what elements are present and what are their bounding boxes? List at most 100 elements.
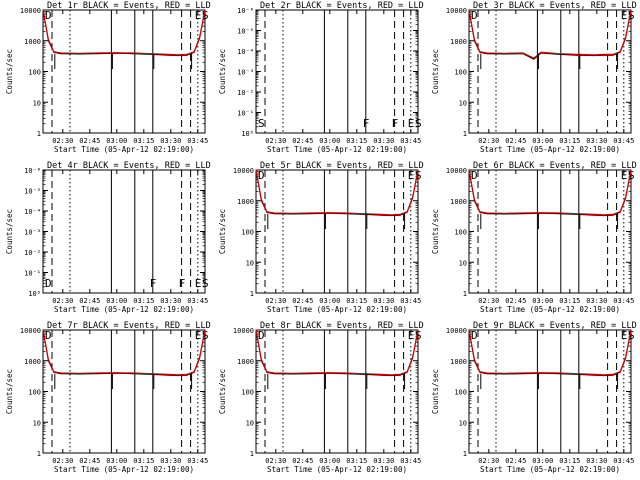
flag-letter: F: [150, 277, 157, 290]
flag-letter: D: [258, 169, 265, 182]
x-tick-label: 02:45: [79, 297, 100, 305]
y-tick-label: 1: [250, 450, 254, 458]
lld-series-line: [255, 329, 419, 376]
y-axis-label: Counts/sec: [218, 369, 227, 414]
x-tick-label: 03:00: [532, 457, 553, 465]
x-tick-label: 03:30: [160, 137, 181, 145]
flag-letter: S: [415, 329, 422, 342]
y-tick-label: 10⁻¹: [237, 110, 254, 118]
flag-letter: S: [415, 169, 422, 182]
y-tick-label: 1000: [450, 358, 467, 366]
y-tick-label: 100: [28, 389, 41, 397]
plot-frame: [468, 329, 632, 454]
y-tick-label: 1: [463, 450, 467, 458]
lld-series-line: [42, 9, 206, 56]
lld-series-line: [255, 169, 419, 216]
y-axis-label: Counts/sec: [5, 209, 14, 254]
panel-title: Det 2r BLACK = Events, RED = LLD: [260, 1, 424, 11]
y-tick-label: 1: [463, 290, 467, 298]
panel-title: Det 6r BLACK = Events, RED = LLD: [473, 161, 637, 171]
x-tick-label: 03:45: [613, 137, 634, 145]
y-tick-label: 10000: [446, 327, 467, 335]
x-tick-label: 03:30: [160, 297, 181, 305]
y-axis-label: Counts/sec: [431, 369, 440, 414]
y-tick-label: 1000: [450, 198, 467, 206]
lld-series-line: [42, 329, 206, 376]
x-axis-label: Start Time (05-Apr-12 02:19:00): [267, 305, 407, 314]
y-tick-label: 10000: [20, 327, 41, 335]
y-tick-label: 1000: [24, 358, 41, 366]
x-tick-label: 03:45: [400, 457, 421, 465]
x-tick-label: 02:45: [79, 457, 100, 465]
y-tick-label: 10: [246, 259, 254, 267]
x-tick-label: 03:15: [133, 297, 154, 305]
x-tick-label: 02:30: [52, 297, 73, 305]
flag-letter: D: [471, 9, 478, 22]
y-tick-label: 10⁻²: [237, 89, 254, 97]
y-tick-label: 10000: [233, 167, 254, 175]
y-axis-label: Counts/sec: [431, 209, 440, 254]
plot-frame: [468, 169, 632, 294]
y-tick-label: 10⁰: [241, 130, 254, 138]
events-series-line: [468, 169, 632, 217]
x-axis-label: Start Time (05-Apr-12 02:19:00): [54, 465, 194, 474]
events-series-line: [255, 169, 419, 217]
plot-frame: [255, 169, 419, 294]
x-tick-label: 02:30: [478, 137, 499, 145]
detector-panel-7: Det 7r BLACK = Events, RED = LLD 1 10 100 10…: [0, 320, 213, 480]
x-tick-label: 02:30: [52, 137, 73, 145]
events-series-line: [468, 329, 632, 377]
y-tick-label: 10⁰: [28, 290, 41, 298]
x-tick-label: 02:30: [52, 457, 73, 465]
x-tick-label: 03:45: [613, 297, 634, 305]
plot-frame: [42, 169, 206, 294]
x-tick-label: 03:15: [559, 457, 580, 465]
detector-plot-5: Det 5r BLACK = Events, RED = LLD 1 10 100 10…: [218, 161, 424, 314]
x-tick-label: 03:00: [106, 297, 127, 305]
lld-series-line: [468, 169, 632, 216]
flag-letter: E: [408, 117, 415, 130]
x-axis-label: Start Time (05-Apr-12 02:19:00): [54, 145, 194, 154]
detector-plot-9: Det 9r BLACK = Events, RED = LLD 1 10 100 10…: [431, 321, 637, 474]
x-tick-label: 03:00: [532, 137, 553, 145]
panel-title: Det 5r BLACK = Events, RED = LLD: [260, 161, 424, 171]
y-tick-label: 10: [459, 419, 467, 427]
flag-letter: S: [202, 329, 209, 342]
detector-panel-4: Det 4r BLACK = Events, RED = LLD 10⁰ 10⁻¹ 1…: [0, 160, 213, 320]
y-tick-label: 10000: [20, 7, 41, 15]
y-tick-label: 10⁻³: [24, 229, 41, 237]
y-tick-label: 1: [37, 450, 41, 458]
plot-frame: [42, 9, 206, 134]
x-tick-label: 03:15: [346, 297, 367, 305]
x-tick-label: 03:00: [319, 137, 340, 145]
x-tick-label: 02:45: [292, 137, 313, 145]
flag-letter: F: [363, 117, 370, 130]
detector-panel-2: Det 2r BLACK = Events, RED = LLD 10⁰ 10⁻¹ 1…: [213, 0, 426, 160]
x-tick-label: 03:45: [613, 457, 634, 465]
events-series-line: [42, 9, 206, 57]
x-tick-label: 03:30: [586, 457, 607, 465]
panel-title: Det 1r BLACK = Events, RED = LLD: [47, 1, 211, 11]
x-tick-label: 02:45: [79, 137, 100, 145]
y-tick-label: 1: [37, 130, 41, 138]
flag-letter: E: [621, 329, 628, 342]
flag-letter: E: [195, 329, 202, 342]
y-axis-label: Counts/sec: [5, 369, 14, 414]
x-tick-label: 02:30: [265, 457, 286, 465]
x-tick-label: 03:30: [586, 137, 607, 145]
flag-letter: E: [195, 277, 202, 290]
y-tick-label: 100: [454, 229, 467, 237]
x-tick-label: 02:30: [265, 297, 286, 305]
flag-letter: E: [408, 329, 415, 342]
lld-series-line: [468, 9, 632, 59]
y-tick-label: 10⁻⁵: [237, 28, 254, 36]
y-tick-label: 10⁻⁶: [24, 167, 41, 175]
y-axis-label: Counts/sec: [431, 49, 440, 94]
flag-letter: E: [621, 9, 628, 22]
y-tick-label: 10⁻⁴: [24, 208, 41, 216]
x-tick-label: 02:45: [292, 457, 313, 465]
x-tick-label: 03:00: [106, 457, 127, 465]
x-axis-label: Start Time (05-Apr-12 02:19:00): [267, 465, 407, 474]
x-tick-label: 02:30: [265, 137, 286, 145]
detector-plot-7: Det 7r BLACK = Events, RED = LLD 1 10 100 10…: [5, 321, 211, 474]
